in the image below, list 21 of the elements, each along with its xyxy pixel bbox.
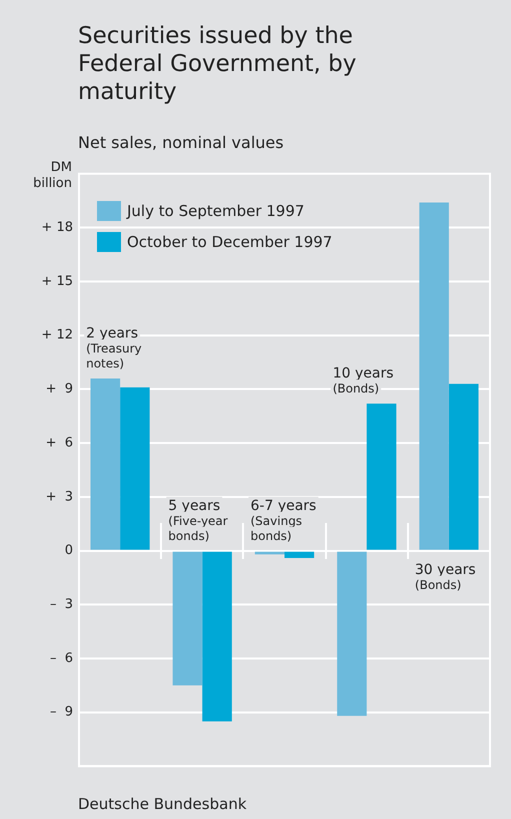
chart-subtitle: Net sales, nominal values — [78, 133, 284, 152]
y-tick-label: – 9 — [50, 704, 73, 720]
y-tick-label: + 6 — [46, 435, 73, 450]
chart-title: Securities issued by the Federal Government, by maturity — [78, 22, 358, 106]
y-tick-label: + 15 — [41, 274, 73, 289]
x-tick-label: 5 years (Five-year bonds) — [168, 498, 228, 543]
y-tick-label: + 9 — [46, 382, 73, 397]
y-tick-label: – 3 — [50, 597, 73, 612]
y-tick-label: + 12 — [41, 328, 73, 343]
x-tick-label: 2 years (Treasury notes) — [86, 325, 142, 370]
x-tick-label: 6-7 years (Savings bonds) — [250, 498, 316, 543]
y-tick-label: 0 — [64, 543, 73, 558]
text: Deutsche Bundesbank — [78, 795, 247, 813]
y-tick-label: – 6 — [50, 650, 73, 666]
y-tick-label: + 3 — [46, 489, 73, 504]
legend-label: October to December 1997 — [127, 232, 332, 250]
y-tick-label: + 18 — [41, 220, 73, 236]
x-tick-label: 30 years (Bonds) — [414, 562, 476, 592]
x-tick-label: 10 years (Bonds) — [332, 366, 394, 396]
y-axis-title: DM billion — [32, 160, 72, 192]
legend-label: July to September 1997 — [127, 202, 304, 220]
